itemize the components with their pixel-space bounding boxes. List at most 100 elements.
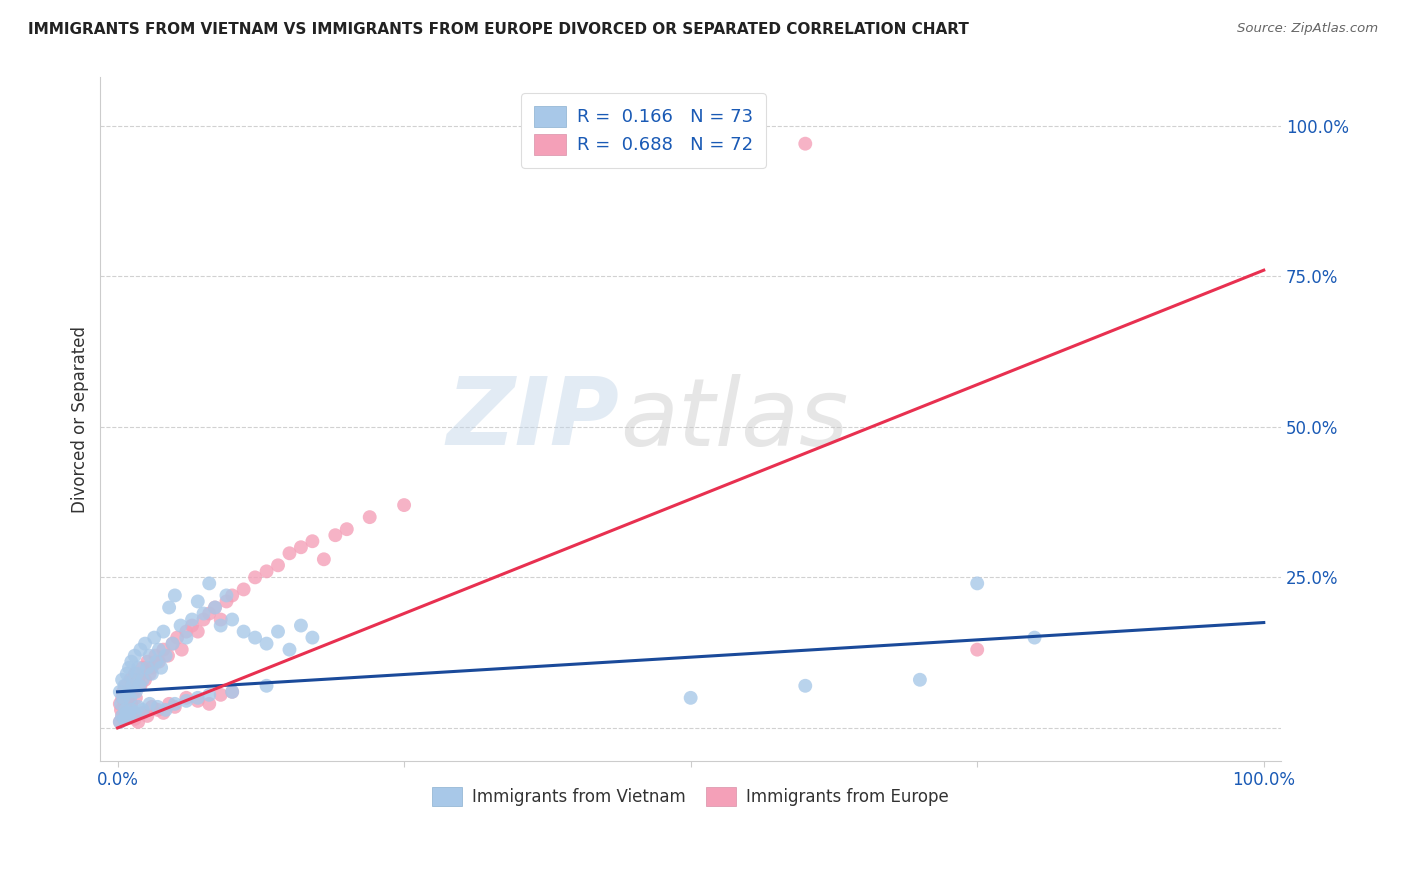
Point xyxy=(198,697,221,711)
Point xyxy=(162,637,184,651)
Point xyxy=(155,703,177,717)
Point xyxy=(152,642,174,657)
Point xyxy=(148,642,170,657)
Point xyxy=(176,694,198,708)
Point xyxy=(145,648,167,663)
Point xyxy=(136,661,159,675)
Point xyxy=(198,688,221,702)
Point xyxy=(256,565,278,579)
Point xyxy=(136,709,159,723)
Point xyxy=(679,690,702,705)
Point xyxy=(359,510,381,524)
Point xyxy=(138,648,160,663)
Point xyxy=(118,709,141,723)
Point xyxy=(124,706,146,720)
Point xyxy=(221,685,243,699)
Text: Source: ZipAtlas.com: Source: ZipAtlas.com xyxy=(1237,22,1378,36)
Point xyxy=(117,685,139,699)
Point xyxy=(290,618,312,632)
Point xyxy=(221,589,243,603)
Point xyxy=(243,570,266,584)
Point xyxy=(134,673,156,687)
Point xyxy=(181,618,204,632)
Point xyxy=(121,679,143,693)
Legend: Immigrants from Vietnam, Immigrants from Europe: Immigrants from Vietnam, Immigrants from… xyxy=(425,779,957,814)
Point xyxy=(120,690,142,705)
Point xyxy=(125,690,148,705)
Point xyxy=(117,685,139,699)
Point xyxy=(169,618,191,632)
Point xyxy=(112,690,135,705)
Point xyxy=(127,714,149,729)
Point xyxy=(221,685,243,699)
Point xyxy=(908,673,931,687)
Point xyxy=(152,624,174,639)
Point xyxy=(256,637,278,651)
Point xyxy=(966,576,988,591)
Point xyxy=(111,709,134,723)
Text: ZIP: ZIP xyxy=(447,373,620,466)
Point xyxy=(794,136,817,151)
Point xyxy=(110,697,132,711)
Point xyxy=(112,685,135,699)
Point xyxy=(115,666,138,681)
Point xyxy=(111,690,134,705)
Point xyxy=(267,624,290,639)
Point xyxy=(111,709,134,723)
Point xyxy=(278,546,301,560)
Point xyxy=(187,594,209,608)
Point xyxy=(215,594,238,608)
Point xyxy=(163,589,186,603)
Point xyxy=(198,607,221,621)
Point xyxy=(118,690,141,705)
Point xyxy=(1024,631,1046,645)
Point xyxy=(215,589,238,603)
Point xyxy=(146,699,169,714)
Point xyxy=(112,679,135,693)
Point xyxy=(170,642,193,657)
Point xyxy=(125,685,148,699)
Point xyxy=(187,690,209,705)
Point xyxy=(129,679,152,693)
Point xyxy=(110,703,132,717)
Point xyxy=(141,699,163,714)
Point xyxy=(108,697,131,711)
Point xyxy=(155,648,177,663)
Point xyxy=(143,631,166,645)
Point xyxy=(124,666,146,681)
Point xyxy=(157,600,180,615)
Point xyxy=(193,613,215,627)
Point xyxy=(141,661,163,675)
Point xyxy=(120,655,142,669)
Point xyxy=(136,655,159,669)
Point xyxy=(176,690,198,705)
Point xyxy=(278,642,301,657)
Point xyxy=(966,642,988,657)
Point xyxy=(127,661,149,675)
Point xyxy=(132,673,155,687)
Point xyxy=(129,642,152,657)
Point xyxy=(392,498,415,512)
Point xyxy=(209,688,232,702)
Y-axis label: Divorced or Separated: Divorced or Separated xyxy=(72,326,89,513)
Point xyxy=(114,679,136,693)
Point xyxy=(163,699,186,714)
Point xyxy=(134,637,156,651)
Point xyxy=(115,706,138,720)
Point xyxy=(187,694,209,708)
Point xyxy=(132,661,155,675)
Point xyxy=(323,528,346,542)
Point xyxy=(108,714,131,729)
Point xyxy=(209,618,232,632)
Point xyxy=(176,624,198,639)
Point xyxy=(122,685,145,699)
Point xyxy=(148,655,170,669)
Point xyxy=(156,648,179,663)
Point xyxy=(176,631,198,645)
Point xyxy=(243,631,266,645)
Point xyxy=(232,582,254,597)
Point xyxy=(125,666,148,681)
Point xyxy=(115,703,138,717)
Point xyxy=(301,534,323,549)
Point xyxy=(114,703,136,717)
